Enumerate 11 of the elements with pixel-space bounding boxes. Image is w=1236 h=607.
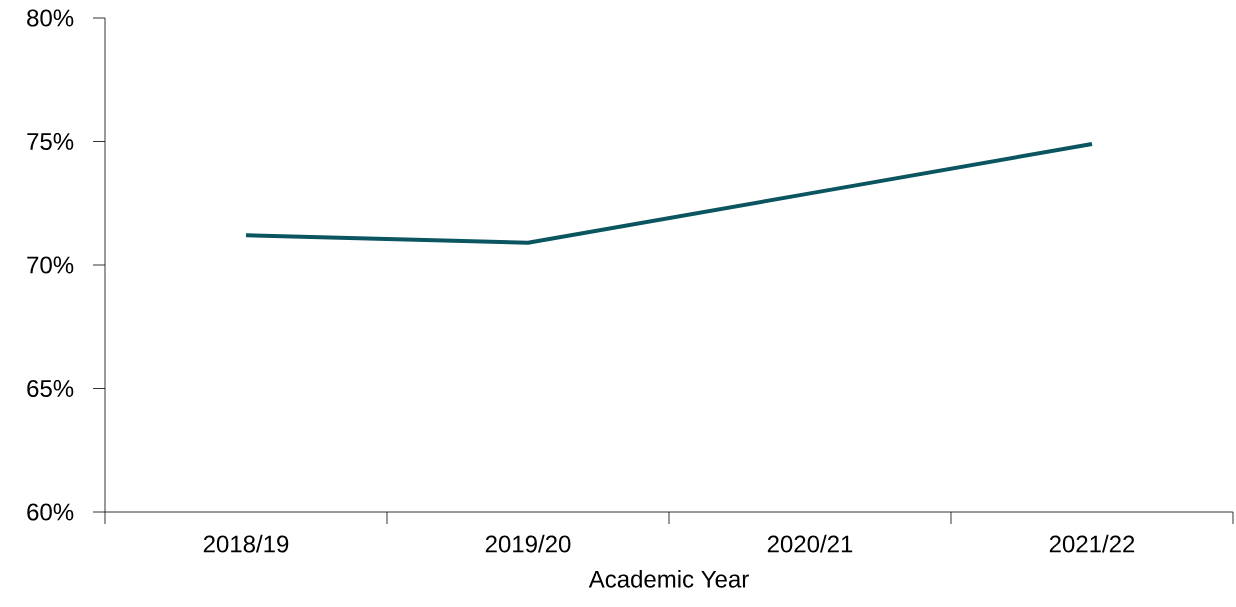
y-tick-label: 65% — [27, 380, 74, 397]
y-tick-label: 80% — [27, 9, 74, 27]
y-tick-label: 60% — [27, 503, 74, 521]
y-tick-label: 70% — [27, 256, 74, 274]
x-tick-label: 2020/21 — [767, 534, 853, 553]
y-tick-label: 75% — [27, 133, 74, 150]
x-tick-label: 2018/19 — [203, 534, 289, 553]
line-series — [244, 141, 1094, 245]
x-tick-label: 2021/22 — [1049, 534, 1135, 553]
x-tick-label: 2019/20 — [485, 534, 571, 553]
x-axis-title: Academic Year — [588, 570, 749, 588]
